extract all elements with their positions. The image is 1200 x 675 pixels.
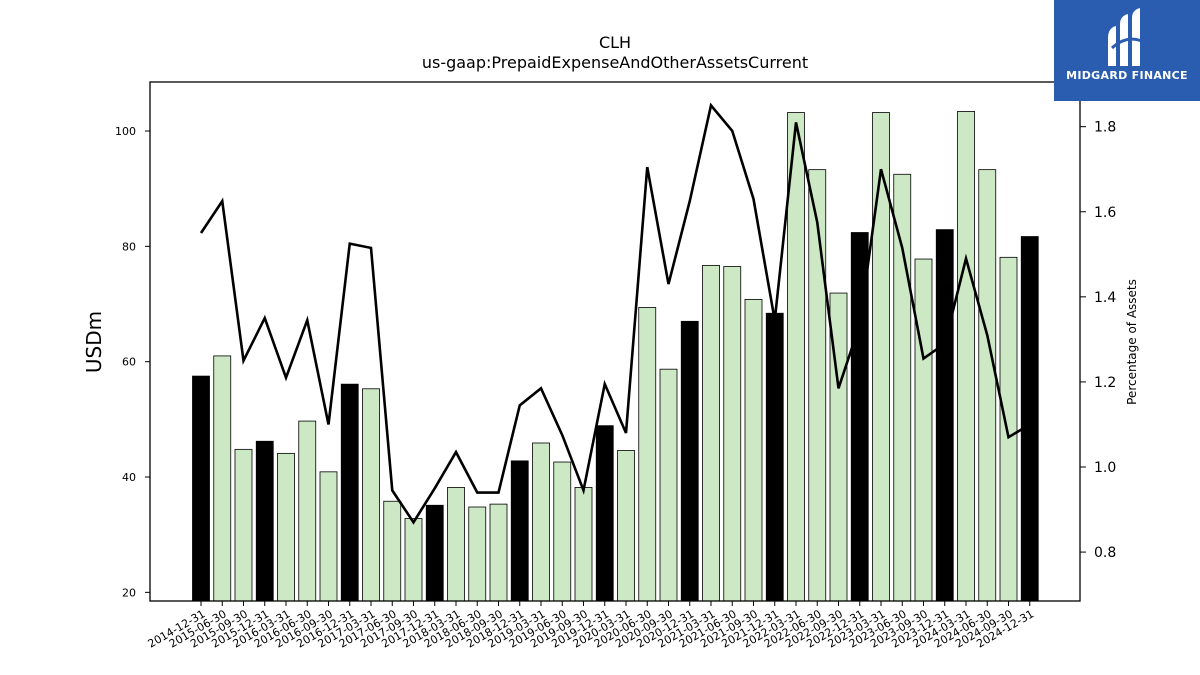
bar-quarter: [617, 450, 635, 602]
bar-quarter: [532, 442, 550, 602]
bar-quarter: [383, 500, 402, 602]
bar-year-end: [765, 312, 784, 602]
bar-quarter: [957, 111, 975, 602]
bar-quarter: [277, 452, 295, 602]
bar-quarter: [872, 112, 890, 602]
bar-quarter: [553, 461, 572, 602]
bar-quarter: [999, 256, 1018, 602]
y-tick-label: 100: [115, 125, 136, 138]
bar-quarter: [447, 486, 465, 602]
bar-quarter: [319, 471, 338, 602]
y-tick-label: 20: [122, 586, 136, 599]
bar-quarter: [362, 388, 380, 602]
bar-year-end: [255, 440, 274, 602]
bar-quarter: [468, 506, 487, 602]
bar-quarter: [404, 518, 423, 602]
chart-subtitle: us-gaap:PrepaidExpenseAndOtherAssetsCurr…: [422, 53, 808, 72]
bar-year-end: [510, 460, 529, 602]
bar-quarter: [893, 173, 912, 602]
right-axis: 0.8 1.0 1.2 1.4 1.6 1.8: [1080, 120, 1116, 561]
bar-year-end: [340, 383, 359, 602]
ratio-line: [199, 102, 1031, 525]
bar-year-end: [1020, 236, 1039, 602]
bar-quarter: [234, 448, 253, 602]
bar-year-end: [192, 375, 210, 602]
y-tick-label: 40: [122, 471, 136, 484]
y2-tick-label: 1.0: [1094, 460, 1116, 476]
left-axis: 20 40 60 80 100: [115, 125, 150, 599]
chart-title: CLH: [599, 33, 631, 52]
bar-quarter: [723, 266, 742, 602]
bar-quarter: [914, 258, 933, 602]
bar-quarter: [744, 298, 763, 602]
y-tick-label: 80: [122, 240, 136, 253]
y2-axis-label: Percentage of Assets: [1125, 279, 1139, 405]
y2-tick-label: 1.2: [1094, 375, 1116, 391]
y2-tick-label: 0.8: [1094, 545, 1116, 561]
bar-quarter: [808, 169, 827, 602]
midgard-logo-icon: [1108, 8, 1145, 66]
x-axis: 2014-12-312015-06-302015-09-302015-12-31…: [146, 601, 1036, 651]
bar-quarter: [298, 420, 317, 602]
bar-quarter: [638, 307, 657, 602]
bars-group: [192, 111, 1039, 602]
brand-name: MIDGARD FINANCE: [1066, 69, 1188, 82]
y2-tick-label: 1.8: [1094, 120, 1116, 136]
bar-year-end: [935, 229, 954, 602]
plot-frame: [149, 81, 1081, 602]
y2-tick-label: 1.4: [1094, 290, 1116, 306]
y-tick-label: 60: [122, 356, 136, 369]
bar-year-end: [595, 425, 614, 602]
bar-quarter: [213, 355, 232, 602]
brand-logo: MIDGARD FINANCE: [1054, 0, 1200, 101]
y2-tick-label: 1.6: [1094, 205, 1116, 221]
ratio-line-group: [199, 102, 1031, 525]
bar-year-end: [425, 504, 444, 602]
bar-quarter: [702, 264, 720, 602]
bar-quarter: [978, 169, 997, 602]
bar-quarter: [659, 368, 678, 602]
bar-year-end: [680, 320, 699, 602]
bar-quarter: [574, 486, 593, 602]
y-axis-label: USDm: [82, 311, 106, 373]
bar-quarter: [489, 503, 508, 602]
